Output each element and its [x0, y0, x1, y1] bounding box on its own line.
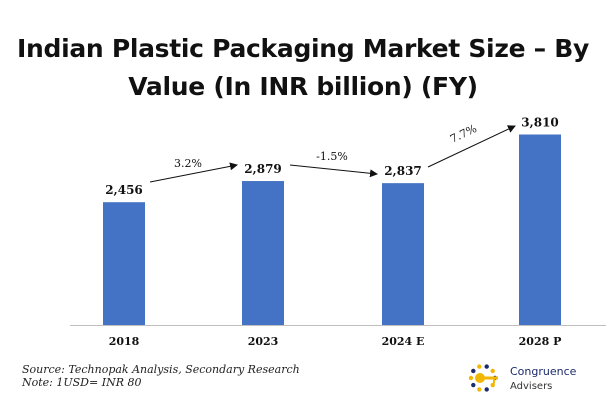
logo-dot: [484, 364, 489, 369]
logo-dot: [490, 368, 495, 374]
logo-dot: [468, 375, 474, 381]
chart-title: Indian Plastic Packaging Market Size – B…: [0, 30, 606, 106]
growth-label-1: -1.5%: [316, 150, 348, 163]
logo-dot: [477, 364, 482, 369]
bar-value-label-3: 3,810: [521, 116, 559, 130]
growth-arrow-0: [149, 162, 238, 183]
growth-arrow-1: [289, 164, 378, 178]
growth-label-0: 3.2%: [174, 157, 202, 170]
bar-3: [519, 134, 561, 325]
logo-text-line-2: Advisers: [510, 381, 553, 392]
x-tick-label-3: 2028 P: [519, 335, 562, 348]
logo-dot: [471, 368, 476, 374]
logo-text-line-1: Congruence: [510, 365, 577, 378]
congruence-logo-icon: [468, 364, 498, 392]
growth-arrow-2: [427, 125, 516, 168]
logo-key-shaft: [484, 376, 498, 380]
growth-label-2: 7.7%: [448, 122, 479, 146]
bar-1: [242, 181, 284, 325]
logo-dot: [471, 382, 476, 388]
bar-2: [382, 183, 424, 325]
chart-title-line-1: Indian Plastic Packaging Market Size – B…: [16, 34, 589, 63]
logo-wordmark: Congruence Advisers: [510, 364, 576, 394]
bar-value-label-2: 2,837: [384, 164, 422, 178]
logo-dot: [490, 382, 495, 388]
x-tick-label-2: 2024 E: [382, 335, 425, 348]
chart-title-line-2: Value (In INR billion) (FY): [128, 72, 478, 101]
logo-dot: [484, 387, 489, 392]
bar-value-label-1: 2,879: [244, 162, 282, 176]
x-tick-label-0: 2018: [109, 335, 140, 348]
source-note: Source: Technopak Analysis, Secondary Re…: [22, 363, 300, 376]
bar-0: [103, 202, 145, 325]
chart-footnote: Source: Technopak Analysis, Secondary Re…: [22, 363, 300, 389]
logo-key-head: [475, 373, 485, 383]
logo-dot: [477, 387, 482, 392]
x-tick-label-1: 2023: [248, 335, 279, 348]
currency-note: Note: 1USD= INR 80: [22, 376, 142, 389]
logo-key-tooth: [493, 379, 495, 384]
bar-value-label-0: 2,456: [105, 183, 143, 197]
